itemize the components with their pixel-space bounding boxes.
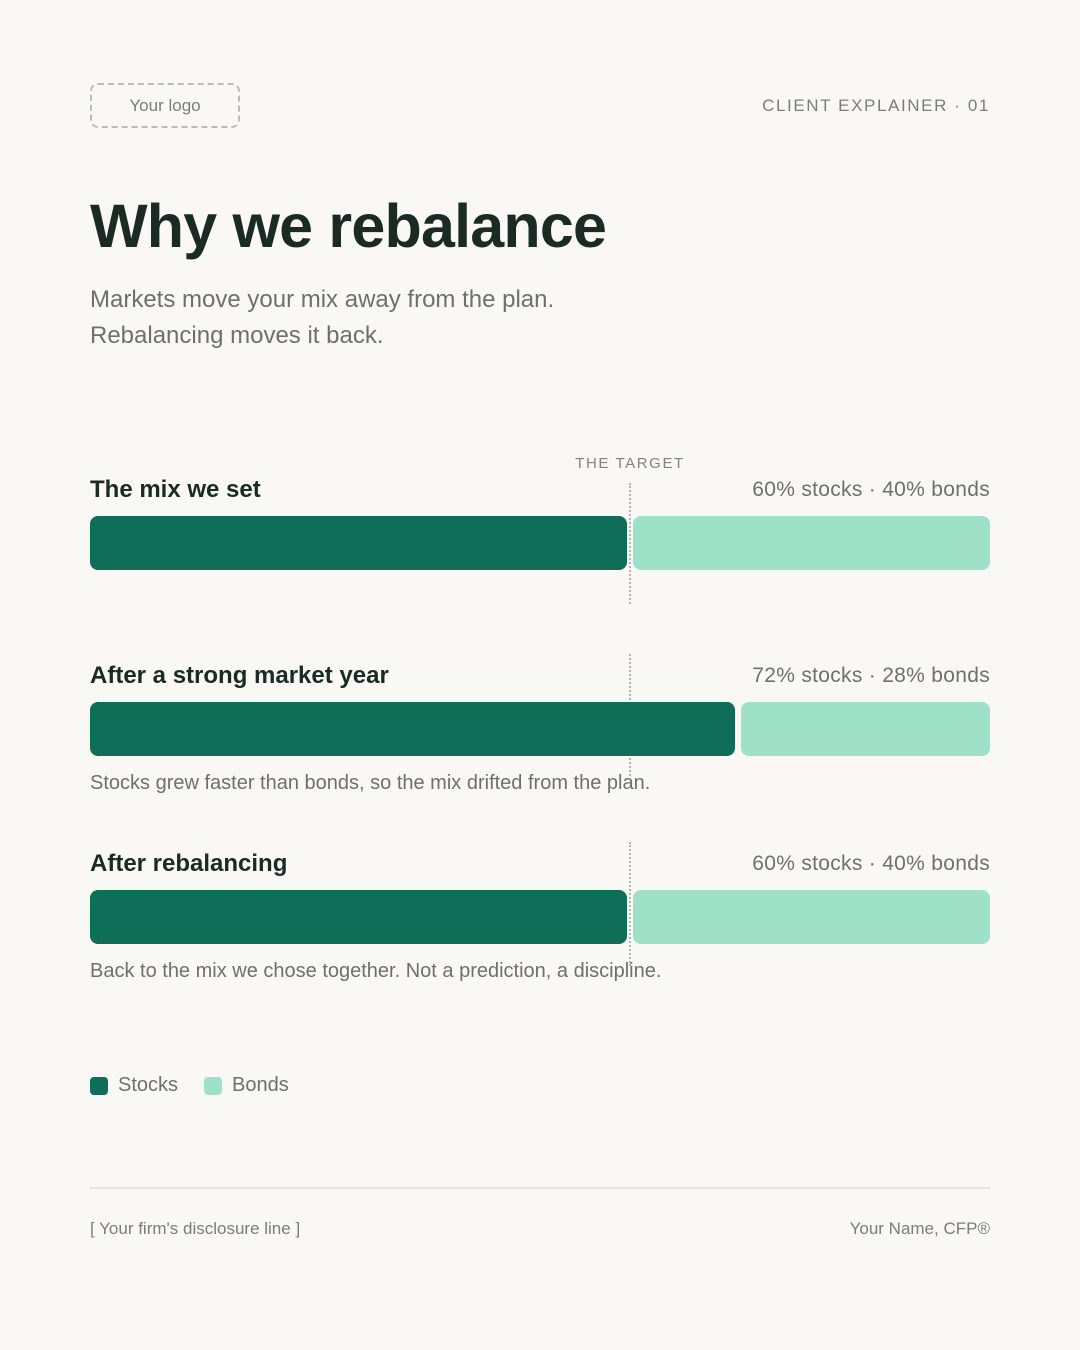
row-note: Back to the mix we chose together. Not a…	[90, 960, 662, 982]
legend-swatch-stocks	[90, 1076, 108, 1095]
row-label: After a strong market year	[90, 662, 389, 689]
row-split-label: 60% stocks · 40% bonds	[752, 478, 990, 501]
page-title: Why we rebalance	[90, 192, 607, 260]
row-note: Stocks grew faster than bonds, so the mi…	[90, 772, 651, 794]
row-label: The mix we set	[90, 476, 261, 503]
legend-item-stocks: Stocks	[90, 1074, 178, 1097]
disclosure-line: [ Your firm's disclosure line ]	[90, 1219, 301, 1238]
bar-bonds	[633, 890, 990, 944]
bar-stocks	[90, 702, 735, 756]
bar-bonds	[633, 516, 990, 570]
bar-stocks	[90, 890, 627, 944]
legend-item-bonds: Bonds	[204, 1074, 289, 1097]
bar-stocks	[90, 516, 627, 570]
subtitle-line-1: Markets move your mix away from the plan…	[90, 286, 555, 313]
target-line-segment	[629, 483, 631, 604]
target-line-segment	[629, 842, 631, 966]
legend-label-bonds: Bonds	[232, 1074, 289, 1096]
page-subtitle: Markets move your mix away from the plan…	[90, 282, 790, 354]
bar-bonds	[741, 702, 990, 756]
row-split-label: 60% stocks · 40% bonds	[752, 852, 990, 875]
row-label: After rebalancing	[90, 850, 288, 877]
row-split-label: 72% stocks · 28% bonds	[752, 664, 990, 687]
legend-swatch-bonds	[204, 1076, 223, 1095]
chart-legend: Stocks Bonds	[90, 1074, 289, 1097]
subtitle-line-2: Rebalancing moves it back.	[90, 322, 384, 349]
logo-placeholder-text: Your logo	[129, 95, 201, 115]
target-label: THE TARGET	[575, 455, 685, 472]
footer-divider	[90, 1187, 990, 1189]
advisor-signature: Your Name, CFP®	[849, 1219, 990, 1238]
series-kicker: CLIENT EXPLAINER · 01	[762, 96, 990, 115]
legend-label-stocks: Stocks	[118, 1074, 179, 1096]
logo-placeholder: Your logo	[90, 83, 240, 128]
